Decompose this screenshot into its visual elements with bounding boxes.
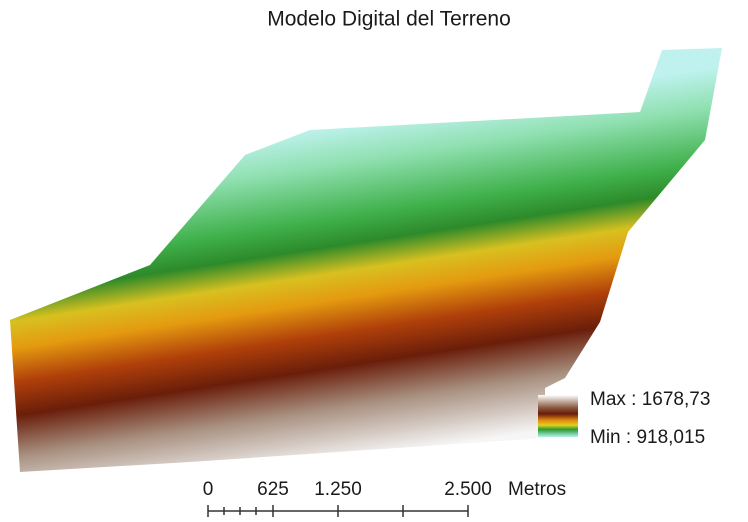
map-title: Modelo Digital del Terreno — [267, 8, 511, 31]
legend-min: Min : 918,015 — [590, 427, 705, 448]
legend-ramp — [538, 395, 578, 437]
scale-bar — [208, 505, 468, 517]
legend-max: Max : 1678,73 — [590, 389, 710, 410]
scale-unit: Metros — [508, 479, 566, 500]
map: Modelo Digital del Terreno Max : 1678,73… — [0, 0, 748, 522]
scale-label: 0 — [203, 479, 214, 500]
scale-label: 1.250 — [314, 479, 362, 500]
scale-label: 2.500 — [444, 479, 492, 500]
scale-label: 625 — [257, 479, 289, 500]
